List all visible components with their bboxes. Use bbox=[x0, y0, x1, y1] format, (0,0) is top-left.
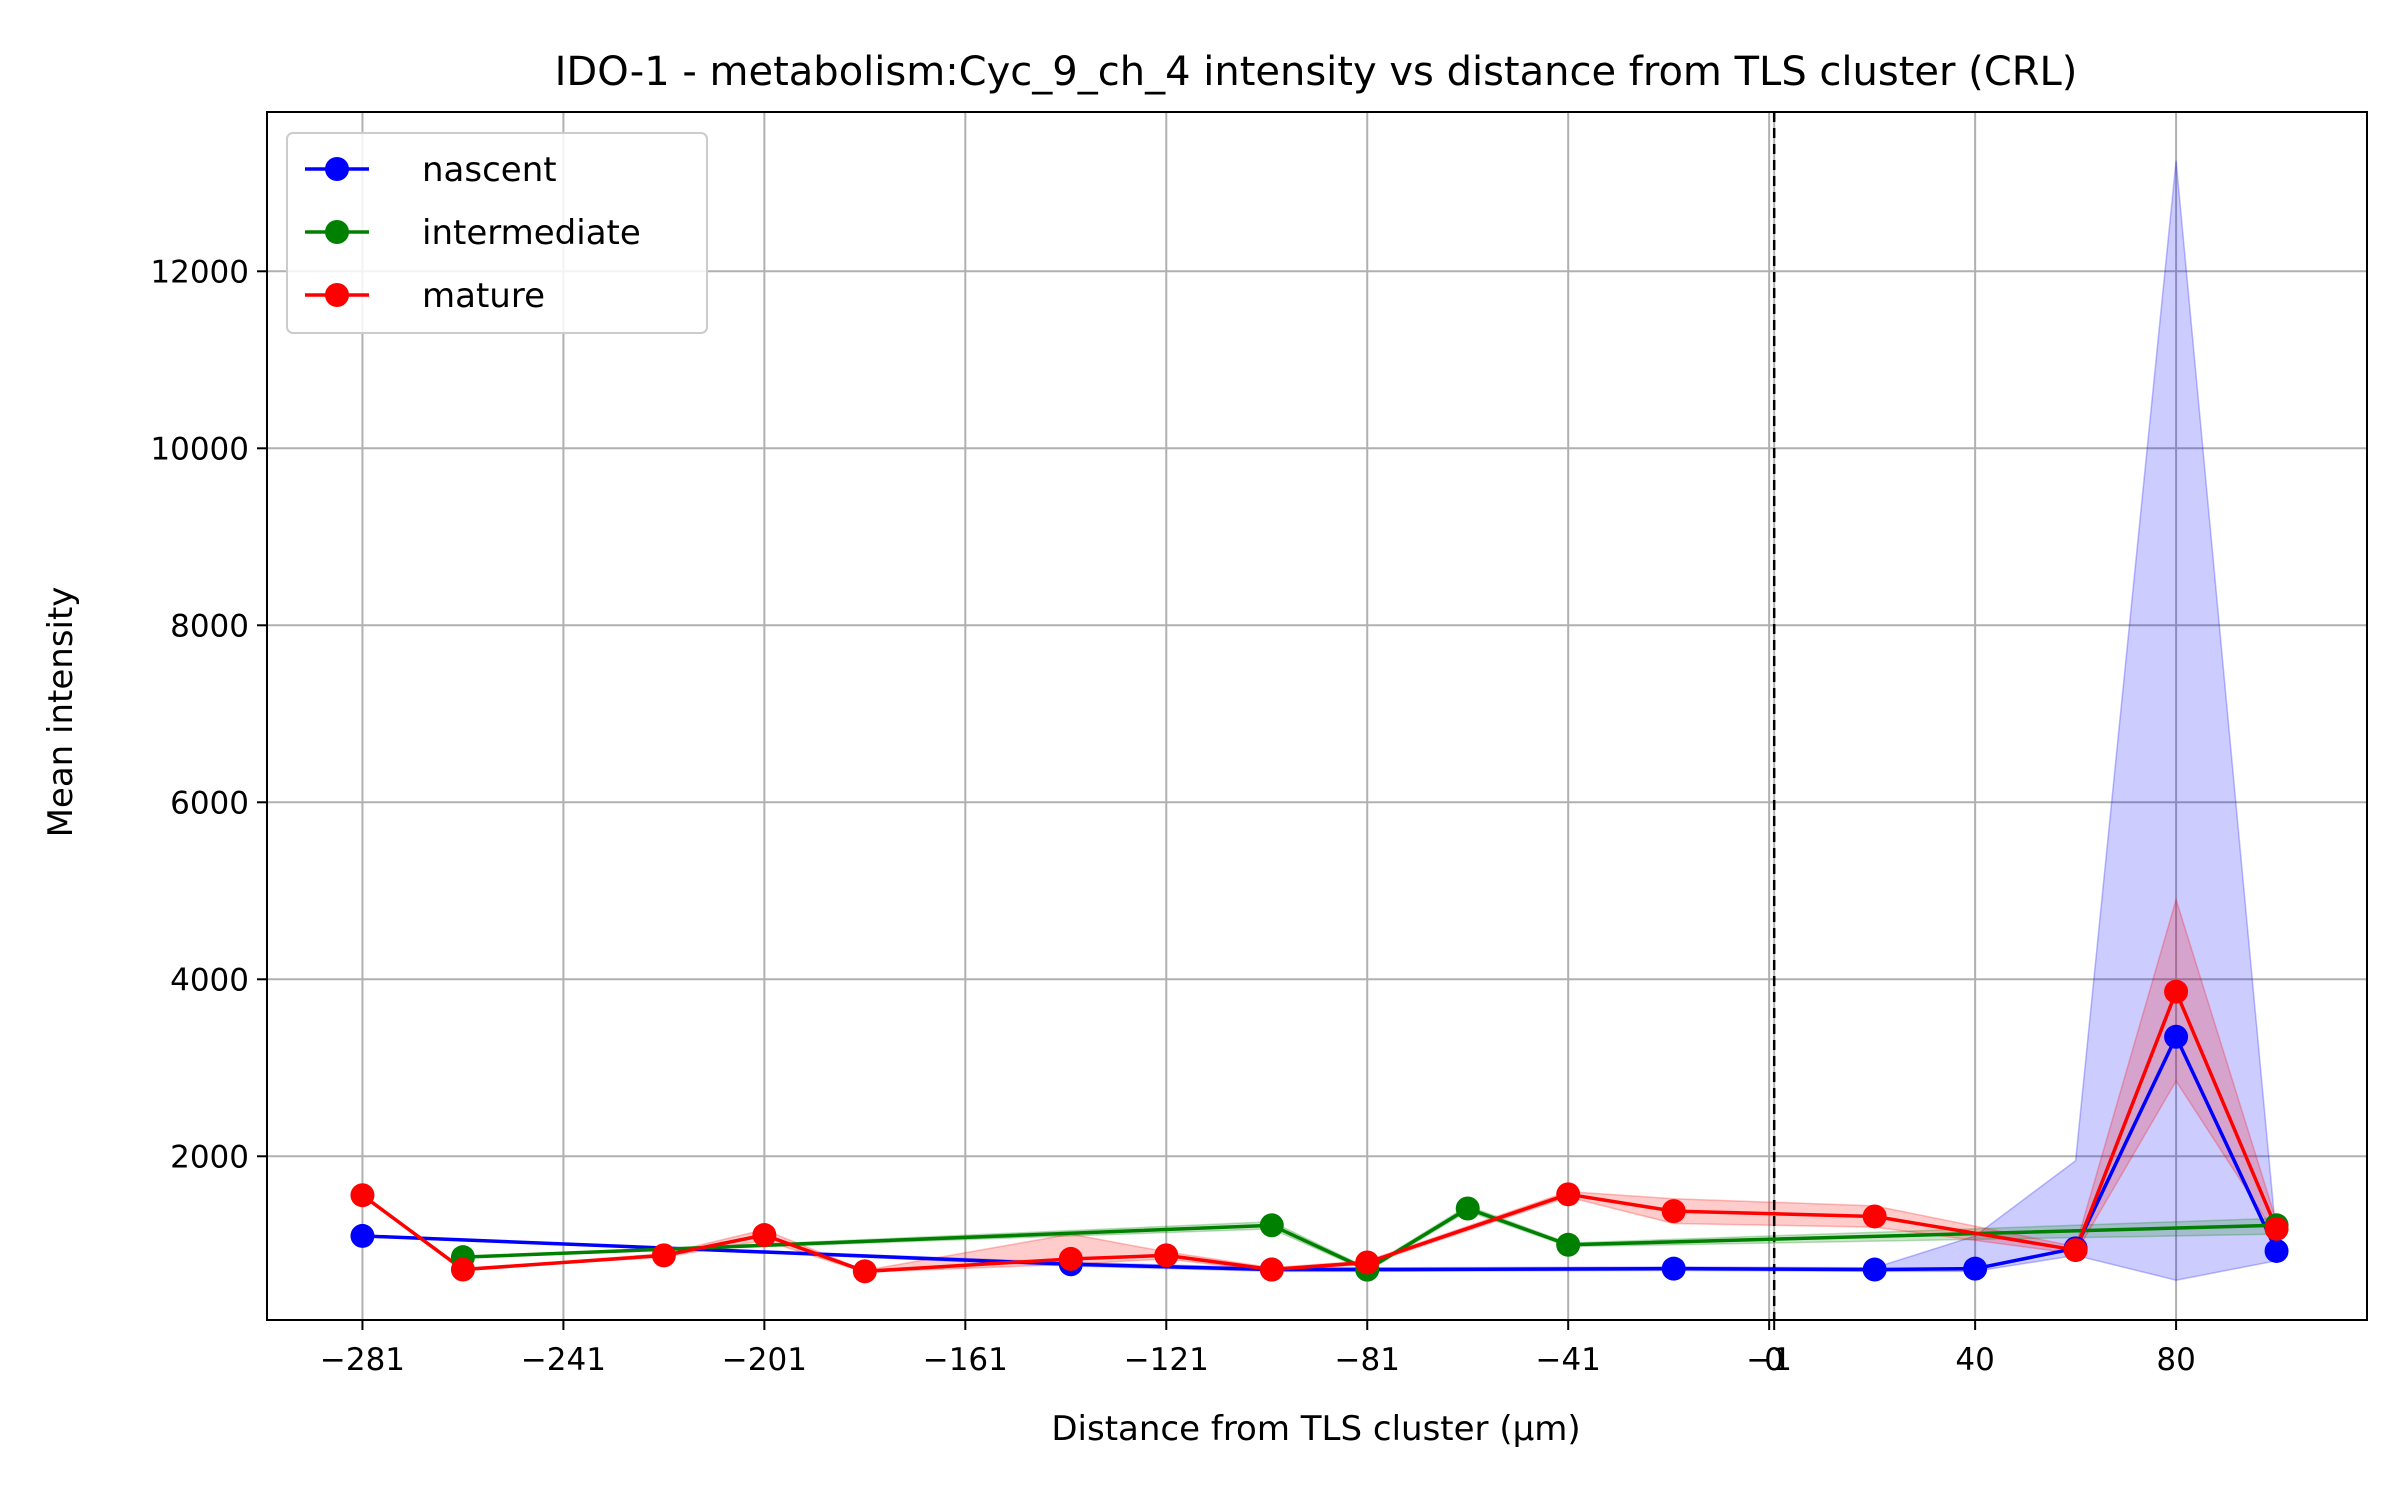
point-nascent bbox=[1862, 1257, 1887, 1282]
legend-marker-nascent bbox=[325, 157, 349, 181]
x-axis-label: Distance from TLS cluster (μm) bbox=[1051, 1409, 1580, 1449]
point-nascent bbox=[2264, 1238, 2289, 1263]
point-mature bbox=[350, 1183, 375, 1208]
plot-frame bbox=[266, 111, 2368, 1321]
x-tick-label: −241 bbox=[521, 1342, 606, 1378]
point-nascent bbox=[1963, 1256, 1988, 1281]
point-mature bbox=[1058, 1246, 1083, 1271]
y-axis-label: Mean intensity bbox=[41, 587, 81, 838]
x-tick-label: −81 bbox=[1335, 1342, 1400, 1378]
point-mature bbox=[2264, 1216, 2289, 1241]
point-mature bbox=[2164, 979, 2189, 1004]
y-tick-label: 12000 bbox=[150, 254, 249, 290]
point-mature bbox=[651, 1243, 676, 1268]
x-tick-label: 40 bbox=[1955, 1342, 1994, 1378]
x-tick-label: −41 bbox=[1535, 1342, 1600, 1378]
x-tick-label: −121 bbox=[1124, 1342, 1209, 1378]
y-tick-label: 2000 bbox=[170, 1139, 249, 1175]
legend-label-mature: mature bbox=[422, 276, 545, 316]
point-mature bbox=[1862, 1204, 1887, 1229]
legend: nascent intermediate mature bbox=[286, 132, 708, 334]
point-mature bbox=[1556, 1182, 1581, 1207]
x-tick-label: −201 bbox=[722, 1342, 807, 1378]
x-tick-label: 80 bbox=[2156, 1342, 2195, 1378]
x-axis: −281 −241 −201 −161 −121 −81 −41 −10 40 80 bbox=[320, 1320, 2196, 1378]
point-intermediate bbox=[1556, 1232, 1581, 1257]
point-mature bbox=[1259, 1257, 1284, 1282]
point-mature bbox=[2063, 1238, 2088, 1263]
x-tick-label: −281 bbox=[320, 1342, 405, 1378]
point-mature bbox=[1661, 1199, 1686, 1224]
y-tick-label: 10000 bbox=[150, 431, 249, 467]
grid bbox=[267, 112, 2367, 1320]
y-tick-label: 8000 bbox=[170, 608, 249, 644]
x-tick-label: 0 bbox=[1764, 1342, 1784, 1378]
point-mature bbox=[450, 1257, 475, 1282]
line-nascent bbox=[362, 1035, 2279, 1272]
legend-frame bbox=[286, 132, 708, 334]
point-mature bbox=[852, 1259, 877, 1284]
point-intermediate bbox=[1455, 1196, 1480, 1221]
y-tick-label: 4000 bbox=[170, 962, 249, 998]
point-nascent bbox=[2164, 1024, 2189, 1049]
series-markers bbox=[350, 979, 2289, 1284]
x-tick-label: −161 bbox=[923, 1342, 1008, 1378]
y-axis: 2000 4000 6000 8000 10000 12000 bbox=[150, 254, 267, 1175]
x-tick-label: −1 bbox=[1746, 1342, 1792, 1378]
legend-marker-mature bbox=[325, 283, 349, 307]
legend-marker-intermediate bbox=[325, 220, 349, 244]
line-intermediate bbox=[462, 1206, 2277, 1272]
legend-label-intermediate: intermediate bbox=[422, 213, 641, 253]
point-mature bbox=[752, 1223, 777, 1248]
point-mature bbox=[1355, 1250, 1380, 1275]
point-intermediate bbox=[1259, 1213, 1284, 1238]
y-tick-label: 6000 bbox=[170, 785, 249, 821]
point-mature bbox=[1154, 1243, 1179, 1268]
legend-label-nascent: nascent bbox=[422, 150, 557, 190]
point-nascent bbox=[1661, 1256, 1686, 1281]
band-mature bbox=[362, 897, 2278, 1273]
chart-title: IDO-1 - metabolism:Cyc_9_ch_4 intensity … bbox=[555, 49, 2078, 95]
point-nascent bbox=[350, 1223, 375, 1248]
